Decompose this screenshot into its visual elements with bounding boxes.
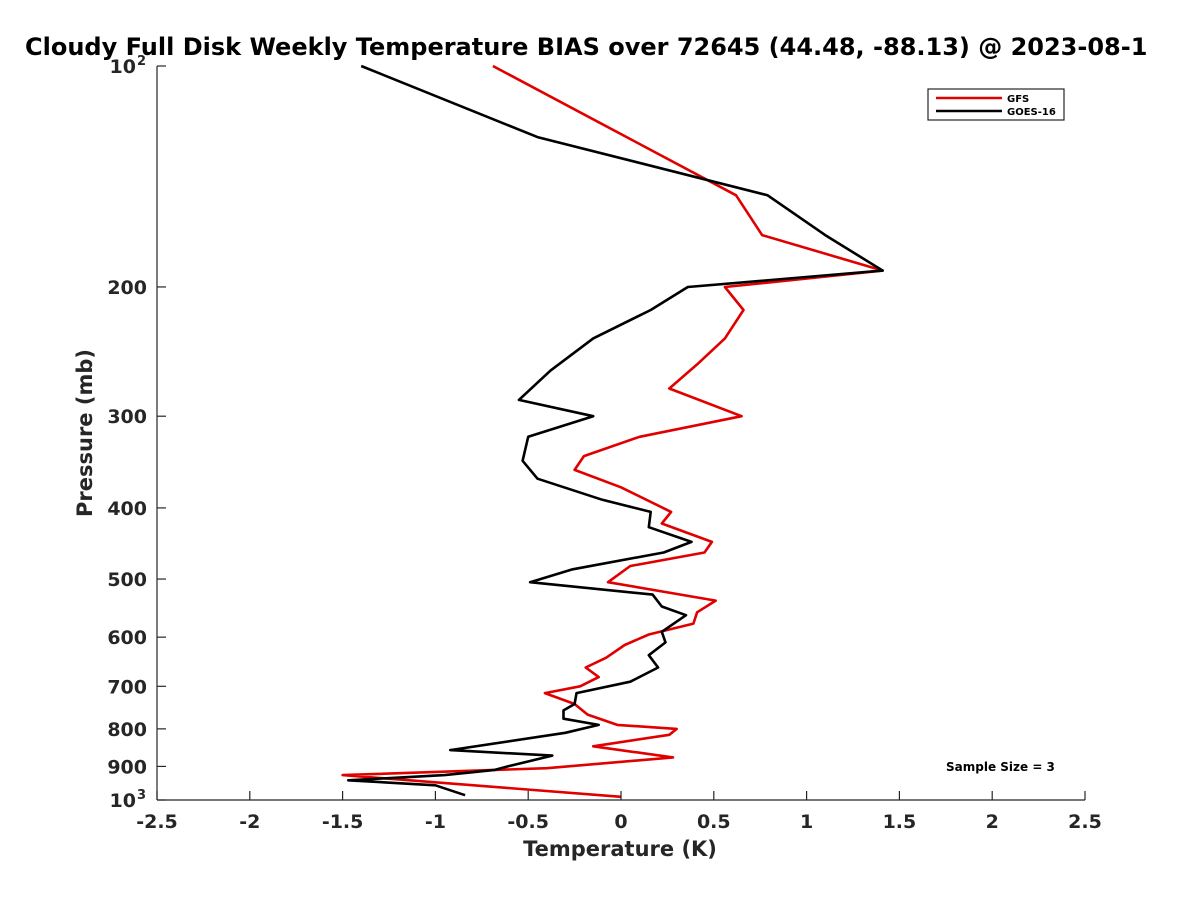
y-tick-label: 200 <box>107 277 147 299</box>
legend-label-gfs: GFS <box>1007 94 1029 105</box>
legend-box <box>927 88 1065 121</box>
y-tick-label: 10 <box>110 790 136 812</box>
chart-title: Cloudy Full Disk Weekly Temperature BIAS… <box>25 33 1147 61</box>
sample-size-annotation: Sample Size = 3 <box>946 760 1055 774</box>
x-tick-label: -0.5 <box>507 811 549 833</box>
y-tick-label: 300 <box>107 406 147 428</box>
y-tick-label-exponent: 2 <box>137 54 146 69</box>
x-axis: -2.5 -2 -1.5 -1 -0.5 0 0.5 1 1.5 2 2.5 <box>136 791 1102 833</box>
y-tick-label: 400 <box>107 498 147 520</box>
y-tick-label: 500 <box>107 569 147 591</box>
y-tick-label: 600 <box>107 627 147 649</box>
x-axis-label: Temperature (K) <box>523 837 717 861</box>
x-tick-label: 0 <box>614 811 627 833</box>
x-tick-label: -1.5 <box>322 811 364 833</box>
y-tick-label: 700 <box>107 676 147 698</box>
y-tick-label: 10 <box>110 56 136 78</box>
x-tick-label: 2 <box>986 811 999 833</box>
plot-area-frame <box>157 66 1085 800</box>
x-tick-label: 0.5 <box>697 811 731 833</box>
series-layer <box>341 64 885 799</box>
x-tick-label: -2.5 <box>136 811 178 833</box>
x-tick-label: 2.5 <box>1068 811 1102 833</box>
y-axis-label: Pressure (mb) <box>73 349 97 517</box>
x-tick-label: 1 <box>800 811 813 833</box>
y-tick-label: 800 <box>107 719 147 741</box>
x-tick-label: -1 <box>425 811 446 833</box>
series-line-gfs <box>341 64 885 799</box>
x-tick-label: -2 <box>239 811 260 833</box>
y-tick-label-exponent: 3 <box>137 788 146 803</box>
legend-label-goes16: GOES-16 <box>1007 107 1056 118</box>
x-tick-label: 1.5 <box>883 811 917 833</box>
y-tick-label: 900 <box>107 756 147 778</box>
legend: GFS GOES-16 <box>927 88 1065 121</box>
series-line-goes16 <box>346 64 885 797</box>
